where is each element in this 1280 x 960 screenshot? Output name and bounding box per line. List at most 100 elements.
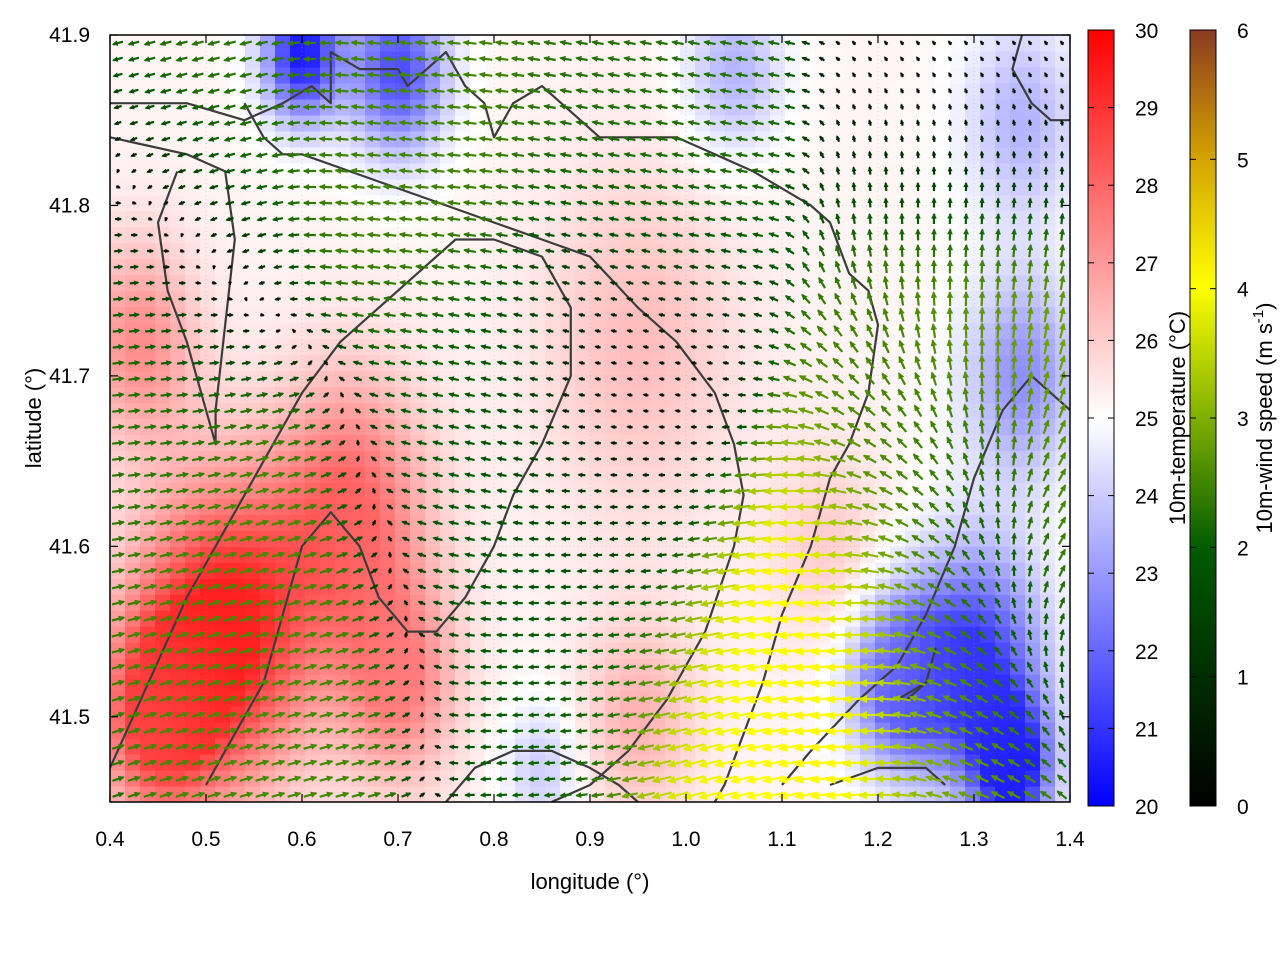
heat-cell <box>1025 338 1041 356</box>
heat-cell <box>425 370 441 388</box>
heat-cell <box>215 194 231 212</box>
heat-cell <box>230 738 246 755</box>
heat-cell <box>215 674 231 691</box>
heat-cell <box>440 546 456 563</box>
heat-cell <box>215 642 231 659</box>
heat-cell <box>200 578 216 595</box>
heat-cell <box>230 626 246 643</box>
heat-cell <box>155 770 171 787</box>
heat-cell <box>170 642 186 659</box>
heat-cell <box>1025 130 1041 148</box>
heat-cell <box>155 738 171 755</box>
heat-cell <box>185 690 201 707</box>
heat-cell <box>965 626 981 643</box>
heat-cell <box>185 274 201 292</box>
heat-cell <box>380 722 396 739</box>
heat-cell <box>860 130 876 148</box>
heat-cell <box>245 498 261 515</box>
heat-cell <box>185 290 201 308</box>
heat-cell <box>380 594 396 611</box>
heat-cell <box>260 162 276 180</box>
heat-cell <box>1025 402 1041 420</box>
heat-cell <box>1040 50 1056 68</box>
heat-cell <box>230 594 246 611</box>
heat-cell <box>380 546 396 563</box>
heat-cell <box>245 626 261 643</box>
heat-cell <box>245 642 261 659</box>
heat-cell <box>230 418 246 436</box>
heat-cell <box>290 322 306 340</box>
heat-cell <box>230 690 246 707</box>
heat-cell <box>230 210 246 228</box>
heat-cell <box>395 770 411 787</box>
heat-cell <box>1025 626 1041 643</box>
heat-cell <box>950 274 966 292</box>
heat-cell <box>935 98 951 116</box>
heat-cell <box>845 210 861 228</box>
heat-cell <box>260 66 276 84</box>
heat-cell <box>440 690 456 707</box>
heat-cell <box>1025 354 1041 372</box>
heat-cell <box>440 738 456 755</box>
heat-cell <box>890 402 906 420</box>
heat-cell <box>170 658 186 675</box>
heat-cell <box>230 194 246 212</box>
heat-cell <box>860 226 876 244</box>
heat-cell <box>800 258 816 276</box>
heat-cell <box>440 786 456 802</box>
heat-cell <box>380 610 396 627</box>
heat-cell <box>200 626 216 643</box>
heat-cell <box>185 706 201 723</box>
heat-cell <box>245 354 261 372</box>
heat-cell <box>155 258 171 276</box>
heat-cell <box>245 722 261 739</box>
heat-cell <box>185 178 201 196</box>
heat-cell <box>260 274 276 292</box>
heat-cell <box>845 194 861 212</box>
heat-cell <box>260 354 276 372</box>
heat-cell <box>215 562 231 579</box>
heat-cell <box>170 674 186 691</box>
heat-cell <box>890 242 906 260</box>
heat-cell <box>185 642 201 659</box>
heat-cell <box>140 722 156 739</box>
heat-cell <box>410 722 426 739</box>
heat-cell <box>875 210 891 228</box>
heat-cell <box>185 610 201 627</box>
heat-cell <box>425 450 441 468</box>
heat-cell <box>965 322 981 340</box>
heat-cell <box>245 786 261 802</box>
heat-cell <box>1010 210 1026 228</box>
heat-cell <box>860 66 876 84</box>
heat-cell <box>200 706 216 723</box>
heat-cell <box>875 35 891 52</box>
heat-cell <box>935 82 951 100</box>
heat-cell <box>230 434 246 452</box>
heat-cell <box>230 50 246 68</box>
heat-cell <box>425 530 441 547</box>
heat-cell <box>950 210 966 228</box>
heat-cell <box>260 50 276 68</box>
heat-cell <box>890 386 906 404</box>
heat-cell <box>1040 674 1056 691</box>
heat-cell <box>170 786 186 802</box>
heat-cell <box>260 610 276 627</box>
heat-cell <box>290 354 306 372</box>
heat-cell <box>1025 178 1041 196</box>
heat-cell <box>1010 546 1026 563</box>
heat-cell <box>965 306 981 324</box>
heat-cell <box>245 434 261 452</box>
heat-cell <box>245 562 261 579</box>
heat-cell <box>800 306 816 324</box>
heat-cell <box>425 610 441 627</box>
heat-cell <box>155 722 171 739</box>
heat-cell <box>170 194 186 212</box>
heat-cell <box>950 114 966 132</box>
heat-cell <box>890 178 906 196</box>
heat-cell <box>1025 98 1041 116</box>
heat-cell <box>365 530 381 547</box>
heat-cell <box>965 578 981 595</box>
heat-cell <box>260 626 276 643</box>
heat-cell <box>1010 194 1026 212</box>
heat-cell <box>185 722 201 739</box>
